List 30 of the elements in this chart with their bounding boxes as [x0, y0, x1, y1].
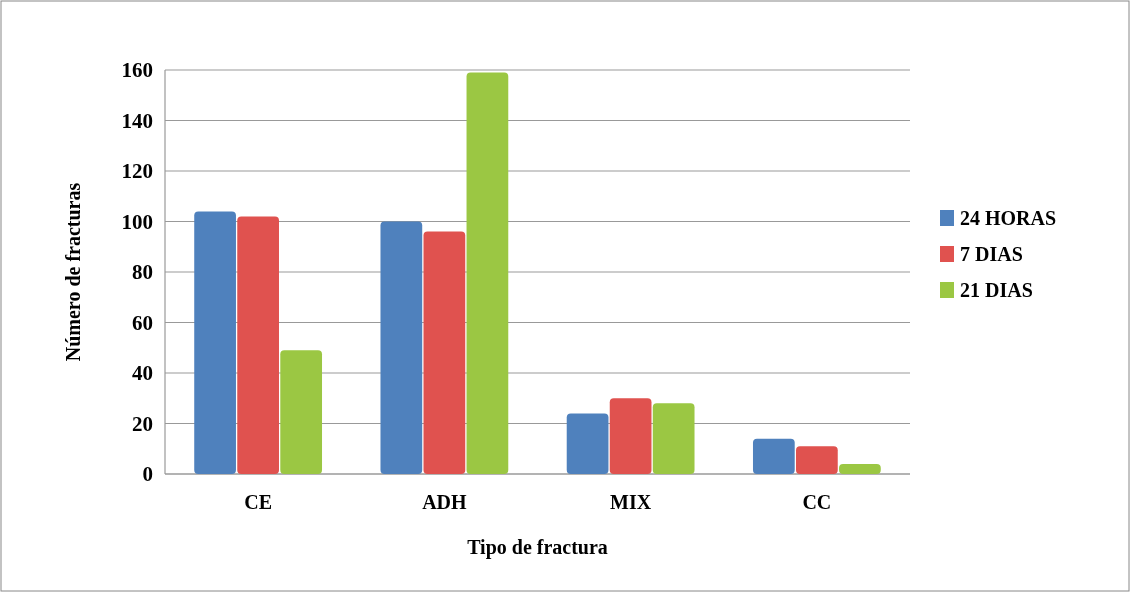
- y-tick-label: 140: [121, 108, 153, 133]
- x-tick-label: CE: [244, 491, 273, 513]
- bar: [752, 438, 795, 474]
- bar: [796, 446, 838, 474]
- legend-label: 21 DIAS: [960, 279, 1033, 301]
- bar: [280, 350, 323, 474]
- x-axis-title: Tipo de fractura: [467, 536, 608, 559]
- x-tick-label: ADH: [422, 491, 468, 513]
- y-tick-label: 40: [132, 361, 153, 386]
- bar: [652, 403, 695, 474]
- legend-label: 7 DIAS: [960, 243, 1023, 265]
- bar: [423, 231, 466, 474]
- y-tick-label: 120: [121, 159, 153, 184]
- bar: [237, 216, 279, 474]
- bar: [609, 398, 652, 474]
- legend-label: 24 HORAS: [960, 207, 1057, 229]
- y-tick-label: 160: [121, 58, 153, 83]
- x-tick-label: MIX: [610, 491, 652, 513]
- y-tick-label: 100: [121, 209, 153, 234]
- bar: [194, 211, 236, 474]
- y-tick-label: 60: [132, 310, 153, 335]
- x-tick-label: CC: [802, 491, 832, 513]
- y-tick-label: 0: [142, 462, 153, 487]
- y-tick-label: 20: [132, 411, 153, 436]
- bar: [566, 413, 609, 474]
- bar: [380, 221, 423, 474]
- bar: [839, 463, 881, 474]
- y-axis-title: Número de fracturas: [62, 182, 84, 362]
- bar: [466, 72, 509, 474]
- y-tick-label: 80: [132, 260, 153, 285]
